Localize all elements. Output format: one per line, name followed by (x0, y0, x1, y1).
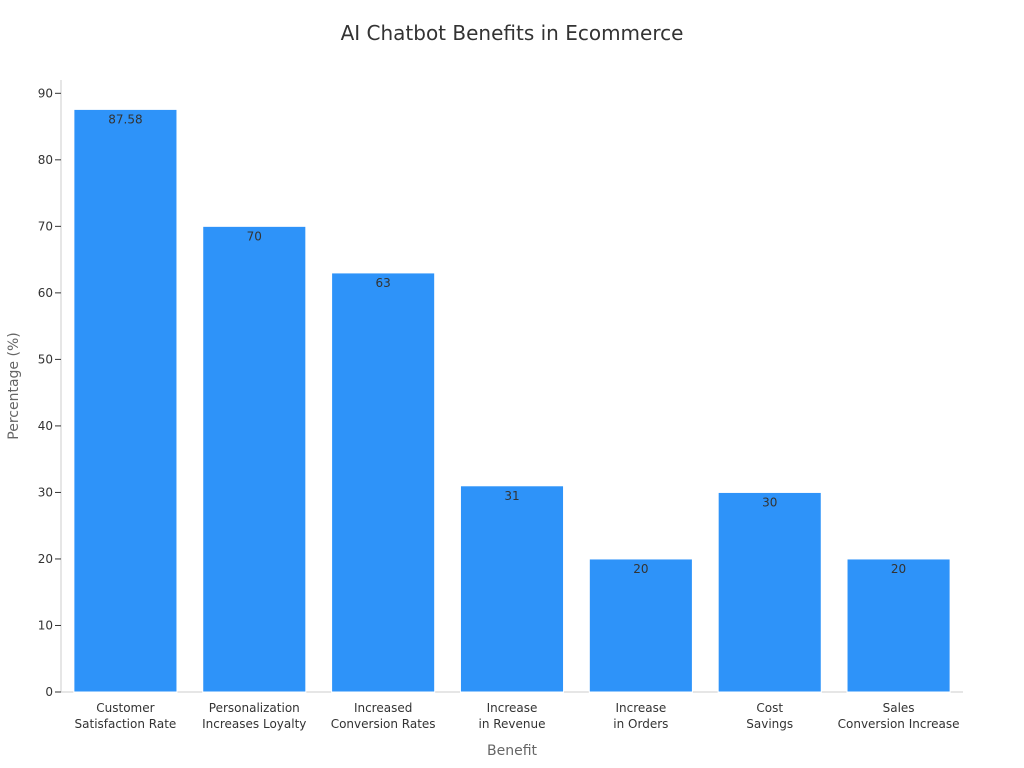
y-tick-label: 90 (38, 86, 53, 100)
data-label: 20 (633, 562, 648, 576)
data-label: 30 (762, 495, 777, 509)
chart-title: AI Chatbot Benefits in Ecommerce (341, 21, 684, 45)
bar (331, 272, 436, 693)
x-tick-label: Increase in Revenue (478, 701, 545, 731)
y-tick-label: 60 (38, 286, 53, 300)
x-tick-label: Increase in Orders (613, 701, 668, 731)
y-tick-label: 0 (45, 685, 53, 699)
y-tick-label: 50 (38, 352, 53, 366)
y-tick-label: 80 (38, 153, 53, 167)
bar (717, 491, 822, 693)
bar (202, 225, 307, 693)
x-tick-label: Sales Conversion Increase (838, 701, 960, 731)
data-label: 63 (376, 276, 391, 290)
y-tick-label: 70 (38, 219, 53, 233)
data-label: 20 (891, 562, 906, 576)
bar (588, 558, 693, 693)
y-tick-label: 20 (38, 552, 53, 566)
x-tick-label: Cost Savings (746, 701, 793, 731)
y-tick-label: 10 (38, 618, 53, 632)
x-tick-label: Increased Conversion Rates (331, 701, 436, 731)
plot-area: 0 10 20 30 40 50 60 70 80 90 87.58 Customer Satisfac… (38, 80, 963, 731)
bar (73, 108, 178, 693)
y-tick-label: 30 (38, 485, 53, 499)
x-tick-label: Customer Satisfaction Rate (75, 701, 177, 731)
x-tick-label: Personalization Increases Loyalty (202, 701, 306, 731)
y-axis-title: Percentage (%) (6, 332, 22, 439)
bar (459, 485, 565, 693)
data-label: 70 (247, 229, 262, 243)
data-label: 87.58 (108, 112, 142, 126)
y-tick-label: 40 (38, 419, 53, 433)
data-label: 31 (504, 489, 519, 503)
bar (846, 558, 951, 693)
x-axis-title: Benefit (487, 743, 538, 759)
